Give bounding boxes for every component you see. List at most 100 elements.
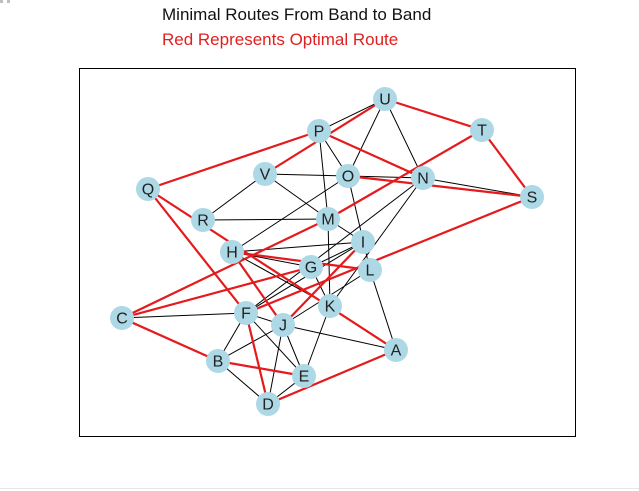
node-label: R	[197, 213, 209, 230]
node-label: G	[305, 260, 317, 277]
node-label: H	[226, 245, 238, 262]
optimal-edge-t-s	[480, 128, 534, 199]
node-label: P	[314, 124, 325, 141]
edge-l-a	[369, 269, 397, 351]
node-u: U	[373, 87, 397, 111]
node-circle	[136, 177, 160, 201]
node-circle	[110, 306, 134, 330]
optimal-edge-b-e	[216, 359, 306, 378]
edge-u-n	[384, 98, 424, 179]
node-circle	[299, 255, 323, 279]
node-label: M	[321, 212, 334, 229]
node-e: E	[292, 364, 316, 388]
node-t: T	[470, 118, 494, 142]
bottom-divider	[0, 488, 639, 489]
node-circle	[307, 119, 331, 143]
edge-j-d	[267, 324, 284, 405]
corner-mark	[0, 0, 10, 3]
optimal-edge-g-c	[120, 265, 313, 320]
node-r: R	[191, 208, 215, 232]
node-label: C	[116, 311, 128, 328]
edge-c-f	[121, 312, 247, 319]
node-circle	[384, 338, 408, 362]
node-circle	[336, 164, 360, 188]
optimal-edge-i-j	[281, 240, 365, 327]
node-label: V	[260, 167, 271, 184]
node-s: S	[520, 185, 544, 209]
node-circle	[358, 258, 382, 282]
node-circle	[220, 240, 244, 264]
node-f: F	[234, 301, 258, 325]
optimal-edge-h-j	[230, 250, 285, 327]
node-label: T	[477, 123, 487, 140]
node-label: N	[417, 171, 429, 188]
node-a: A	[384, 338, 408, 362]
edge-k-e	[303, 305, 331, 377]
optimal-edge-f-d	[244, 311, 270, 406]
optimal-edge-s-f	[244, 195, 534, 315]
edge-n-f	[245, 177, 424, 314]
node-circle	[292, 364, 316, 388]
node-n: N	[411, 166, 435, 190]
plot-frame	[79, 68, 576, 437]
node-label: F	[241, 306, 251, 323]
edge-u-o	[347, 98, 386, 177]
node-k: K	[318, 294, 342, 318]
optimal-edge-q-f	[146, 187, 248, 315]
optimal-edge-b-c	[120, 316, 220, 363]
edge-v-r	[202, 173, 266, 221]
edge-j-b	[217, 324, 284, 362]
node-i: I	[351, 230, 375, 254]
node-circle	[470, 118, 494, 142]
edge-r-m	[202, 218, 329, 221]
node-l: L	[358, 258, 382, 282]
node-circle	[411, 166, 435, 190]
edge-v-m	[264, 173, 329, 220]
node-m: M	[316, 207, 340, 231]
optimal-edge-o-s	[346, 174, 534, 199]
node-label: K	[325, 299, 336, 316]
optimal-edge-m-c	[120, 217, 330, 320]
node-label: S	[527, 190, 538, 207]
node-q: Q	[136, 177, 160, 201]
node-g: G	[299, 255, 323, 279]
node-label: A	[391, 343, 402, 360]
node-circle	[271, 313, 295, 337]
edge-u-p	[318, 98, 386, 132]
edge-v-o	[264, 173, 349, 177]
node-label: E	[299, 369, 310, 386]
node-label: L	[366, 263, 375, 280]
node-label: J	[279, 318, 287, 335]
edge-layer	[121, 98, 533, 405]
edge-o-l	[347, 175, 371, 271]
node-circle	[191, 208, 215, 232]
node-circle	[234, 301, 258, 325]
node-circle	[351, 230, 375, 254]
node-o: O	[336, 164, 360, 188]
node-label: Q	[142, 182, 154, 199]
node-b: B	[206, 349, 230, 373]
node-j: J	[271, 313, 295, 337]
node-label: I	[361, 235, 365, 252]
node-d: D	[256, 392, 280, 416]
node-p: P	[307, 119, 331, 143]
node-circle	[520, 185, 544, 209]
node-circle	[206, 349, 230, 373]
node-h: H	[220, 240, 244, 264]
optimal-edge-p-q	[146, 129, 321, 191]
node-label: D	[262, 397, 274, 414]
optimal-edge-d-a	[266, 348, 398, 406]
node-layer: U T P V O N Q S R M I H G L C F K J A B E D	[110, 87, 544, 416]
node-circle	[256, 392, 280, 416]
edge-h-i	[231, 241, 364, 253]
optimal-edge-p-n	[317, 129, 425, 180]
node-v: V	[253, 162, 277, 186]
node-circle	[318, 294, 342, 318]
edge-f-e	[245, 312, 305, 377]
optimal-edge-t-m	[326, 128, 484, 221]
edge-o-h	[231, 175, 349, 253]
node-label: O	[342, 169, 354, 186]
node-c: C	[110, 306, 134, 330]
node-label: U	[379, 92, 391, 109]
node-circle	[253, 162, 277, 186]
